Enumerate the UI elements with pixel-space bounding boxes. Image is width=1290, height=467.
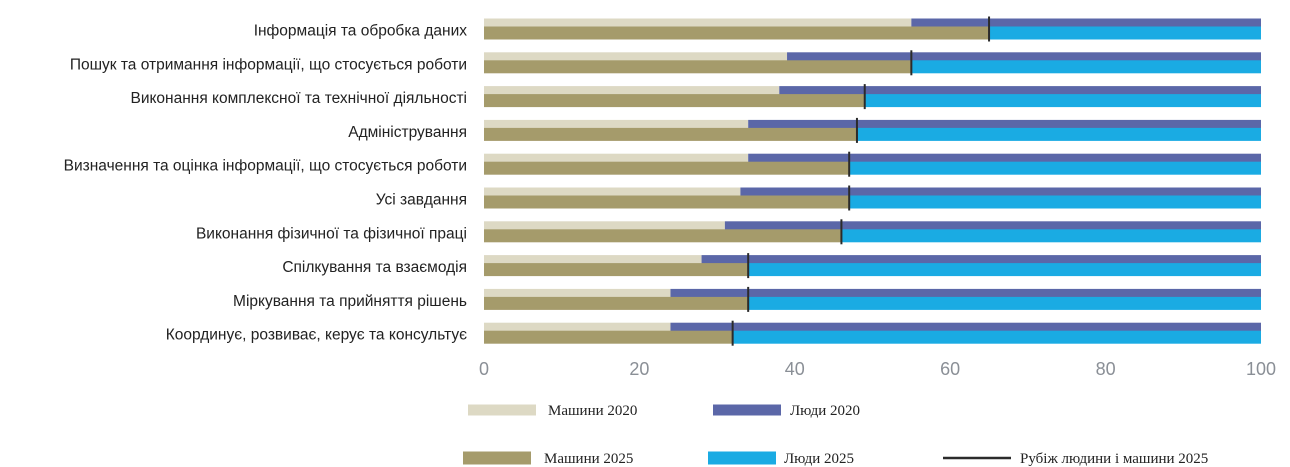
bar-humans-2020 bbox=[724, 221, 1261, 231]
bar-machines-2025 bbox=[484, 195, 850, 209]
bar-machines-2020 bbox=[484, 187, 741, 197]
category-label: Інформація та обробка даних bbox=[254, 23, 468, 40]
bar-humans-2020 bbox=[670, 288, 1261, 298]
category-label: Адміністрування bbox=[348, 124, 467, 141]
bar-machines-2025 bbox=[484, 94, 865, 108]
x-tick-label: 40 bbox=[785, 359, 805, 379]
x-tick-label: 20 bbox=[629, 359, 649, 379]
bar-humans-2020 bbox=[911, 18, 1261, 28]
bar-machines-2025 bbox=[484, 60, 912, 74]
bar-humans-2020 bbox=[779, 86, 1261, 96]
bar-humans-2025 bbox=[732, 330, 1261, 344]
bar-humans-2025 bbox=[748, 296, 1261, 310]
boundary-markers bbox=[731, 16, 991, 346]
bar-humans-2025 bbox=[849, 195, 1261, 209]
category-label: Пошук та отримання інформації, що стосує… bbox=[70, 56, 467, 73]
category-label: Виконання фізичної та фізичної праці bbox=[196, 225, 467, 242]
bar-humans-2020 bbox=[748, 153, 1261, 163]
x-tick-label: 0 bbox=[479, 359, 489, 379]
bar-humans-2020 bbox=[787, 52, 1261, 62]
category-label: Визначення та оцінка інформації, що стос… bbox=[64, 158, 467, 175]
bar-humans-2020 bbox=[740, 187, 1261, 197]
bar-machines-2025 bbox=[484, 26, 990, 40]
legend-item: Люди 2025 bbox=[708, 451, 854, 467]
legend-label: Люди 2020 bbox=[790, 403, 860, 419]
bar-humans-2025 bbox=[856, 127, 1261, 141]
bar-machines-2020 bbox=[484, 288, 671, 298]
legend-swatch bbox=[713, 404, 781, 416]
bar-machines-2025 bbox=[484, 330, 733, 344]
category-label: Координує, розвиває, керує та консультує bbox=[166, 327, 467, 344]
bar-machines-2020 bbox=[484, 119, 749, 129]
x-axis: 0 20 40 60 80 100 bbox=[479, 359, 1276, 379]
bar-humans-2025 bbox=[849, 161, 1261, 175]
legend-swatch bbox=[463, 451, 531, 465]
bars bbox=[484, 18, 1261, 344]
category-label: Спілкування та взаємодія bbox=[282, 259, 467, 276]
legend: Машини 2020 Люди 2020 Машини 2025 Люди 2025… bbox=[463, 403, 1208, 467]
category-labels: Інформація та обробка даних Пошук та отри… bbox=[64, 23, 468, 344]
legend-swatch bbox=[468, 404, 536, 416]
x-tick-label: 80 bbox=[1096, 359, 1116, 379]
bar-machines-2020 bbox=[484, 255, 702, 265]
bar-humans-2020 bbox=[748, 119, 1261, 129]
x-tick-label: 60 bbox=[940, 359, 960, 379]
legend-item: Люди 2020 bbox=[713, 403, 860, 419]
legend-label: Машини 2025 bbox=[544, 451, 633, 467]
bar-humans-2020 bbox=[670, 322, 1261, 332]
bar-machines-2025 bbox=[484, 263, 749, 277]
bar-machines-2025 bbox=[484, 229, 842, 243]
bar-machines-2020 bbox=[484, 153, 749, 163]
bar-machines-2025 bbox=[484, 127, 857, 141]
bar-machines-2020 bbox=[484, 52, 788, 62]
bar-machines-2020 bbox=[484, 322, 671, 332]
bar-machines-2020 bbox=[484, 18, 912, 28]
category-label: Виконання комплексної та технічної діяль… bbox=[130, 90, 467, 107]
bar-machines-2020 bbox=[484, 221, 725, 231]
legend-swatch bbox=[708, 451, 776, 465]
bar-humans-2025 bbox=[989, 26, 1261, 40]
bar-machines-2025 bbox=[484, 296, 749, 310]
bar-humans-2020 bbox=[701, 255, 1261, 265]
legend-item: Машини 2020 bbox=[468, 403, 637, 419]
legend-label: Рубіж людини і машини 2025 bbox=[1020, 451, 1208, 467]
category-label: Міркування та прийняття рішень bbox=[233, 293, 467, 310]
legend-item: Рубіж людини і машини 2025 bbox=[943, 451, 1208, 467]
bar-machines-2025 bbox=[484, 161, 850, 175]
bar-humans-2025 bbox=[864, 94, 1261, 108]
x-tick-label: 100 bbox=[1246, 359, 1276, 379]
bar-humans-2025 bbox=[841, 229, 1261, 243]
bar-machines-2020 bbox=[484, 86, 780, 96]
legend-label: Люди 2025 bbox=[784, 451, 854, 467]
category-label: Усі завдання bbox=[376, 192, 467, 209]
legend-label: Машини 2020 bbox=[548, 403, 637, 419]
bar-humans-2025 bbox=[911, 60, 1261, 74]
bar-humans-2025 bbox=[748, 263, 1261, 277]
legend-item: Машини 2025 bbox=[463, 451, 633, 467]
